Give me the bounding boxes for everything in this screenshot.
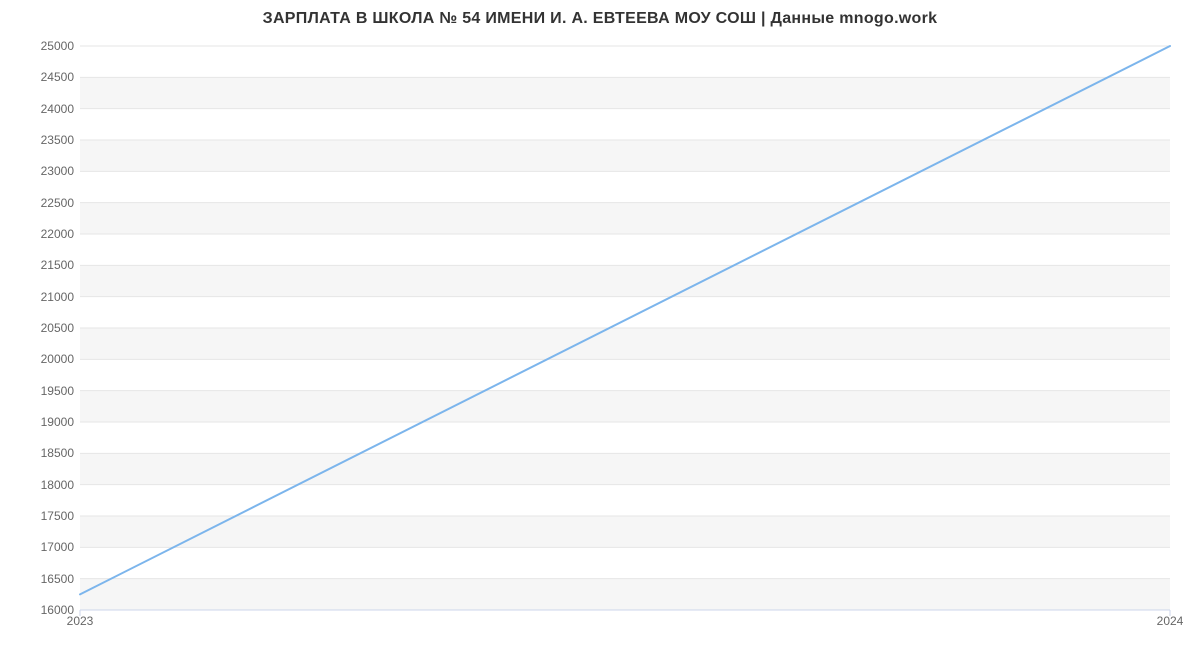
plot-band bbox=[80, 46, 1170, 77]
plot-band bbox=[80, 359, 1170, 390]
plot-band bbox=[80, 140, 1170, 171]
plot-band bbox=[80, 516, 1170, 547]
x-tick-label: 2024 bbox=[1157, 610, 1184, 628]
y-tick-label: 18000 bbox=[41, 478, 80, 492]
y-tick-label: 20000 bbox=[41, 352, 80, 366]
y-tick-label: 24000 bbox=[41, 102, 80, 116]
y-tick-label: 17500 bbox=[41, 509, 80, 523]
plot-band bbox=[80, 422, 1170, 453]
plot-band bbox=[80, 77, 1170, 108]
plot-band bbox=[80, 391, 1170, 422]
plot-band bbox=[80, 234, 1170, 265]
y-tick-label: 24500 bbox=[41, 70, 80, 84]
y-tick-label: 23500 bbox=[41, 133, 80, 147]
x-tick-label: 2023 bbox=[67, 610, 94, 628]
plot-band bbox=[80, 109, 1170, 140]
y-tick-label: 21000 bbox=[41, 290, 80, 304]
y-tick-label: 20500 bbox=[41, 321, 80, 335]
plot-area: 1600016500170001750018000185001900019500… bbox=[80, 46, 1170, 610]
y-tick-label: 22000 bbox=[41, 227, 80, 241]
plot-band bbox=[80, 579, 1170, 610]
y-tick-label: 16500 bbox=[41, 572, 80, 586]
y-tick-label: 23000 bbox=[41, 164, 80, 178]
y-tick-label: 19000 bbox=[41, 415, 80, 429]
y-tick-label: 17000 bbox=[41, 540, 80, 554]
plot-band bbox=[80, 297, 1170, 328]
plot-band bbox=[80, 171, 1170, 202]
y-tick-label: 19500 bbox=[41, 384, 80, 398]
salary-line-chart: ЗАРПЛАТА В ШКОЛА № 54 ИМЕНИ И. А. ЕВТЕЕВ… bbox=[0, 0, 1200, 650]
y-tick-label: 25000 bbox=[41, 39, 80, 53]
plot-band bbox=[80, 203, 1170, 234]
plot-svg bbox=[80, 46, 1170, 610]
chart-title: ЗАРПЛАТА В ШКОЛА № 54 ИМЕНИ И. А. ЕВТЕЕВ… bbox=[0, 0, 1200, 28]
plot-band bbox=[80, 265, 1170, 296]
y-tick-label: 21500 bbox=[41, 258, 80, 272]
y-tick-label: 18500 bbox=[41, 446, 80, 460]
y-tick-label: 22500 bbox=[41, 196, 80, 210]
plot-band bbox=[80, 328, 1170, 359]
plot-band bbox=[80, 547, 1170, 578]
plot-band bbox=[80, 453, 1170, 484]
